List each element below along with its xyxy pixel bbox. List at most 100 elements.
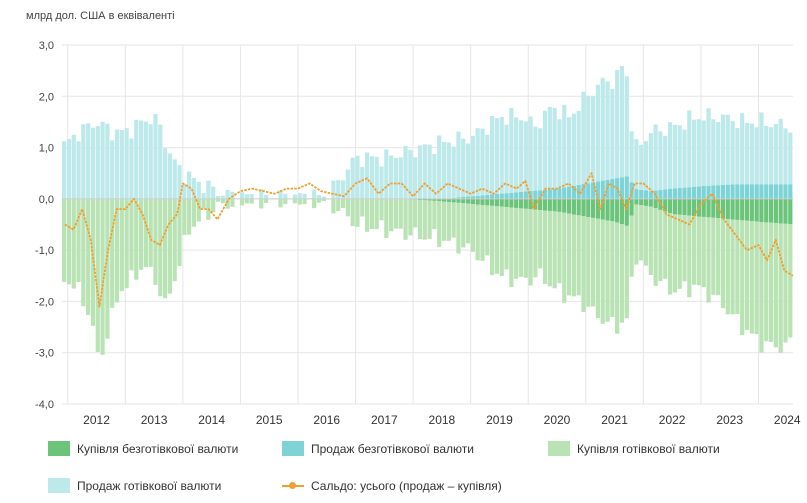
bar-sell-cash	[369, 156, 374, 199]
legend-label: Купівля безготівкової валюти	[77, 441, 239, 456]
bar-sell-cash	[557, 119, 562, 189]
bar-sell-cash	[244, 194, 249, 199]
legend-buy-cashless[interactable]: Купівля безготівкової валюти	[48, 441, 238, 456]
bar-buy-cash	[504, 207, 509, 270]
bar-sell-cash	[687, 110, 692, 188]
bar-sell-cash	[475, 128, 480, 196]
bar-buy-cashless	[509, 198, 514, 208]
bar-sell-cash	[153, 114, 158, 199]
bar-buy-cashless	[730, 198, 735, 220]
bar-buy-cash	[465, 203, 471, 244]
bar-buy-cashless	[682, 198, 687, 216]
bar-sell-cash	[114, 129, 120, 199]
y-tick-label: -3,0	[35, 348, 54, 360]
bar-sell-cash	[639, 144, 644, 190]
bar-buy-cashless	[749, 198, 754, 222]
bar-sell-cash	[389, 155, 394, 199]
bar-sell-cash	[706, 108, 711, 186]
bar-buy-cash	[143, 198, 148, 268]
bar-buy-cash	[610, 221, 615, 317]
bar-sell-cash	[566, 117, 572, 187]
bar-sell-cash	[485, 134, 490, 195]
bar-buy-cash	[639, 205, 644, 261]
bar-buy-cashless	[692, 198, 697, 217]
bar-buy-cash	[509, 207, 514, 288]
bar-sell-cash	[201, 193, 206, 199]
bar-buy-cashless	[653, 198, 658, 209]
bar-buy-cash	[682, 215, 687, 282]
bar-buy-cashless	[744, 198, 750, 221]
bar-sell-cashless	[634, 189, 639, 199]
bar-sell-cash	[71, 134, 76, 199]
bar-buy-cash	[384, 198, 389, 238]
bar-sell-cash	[480, 128, 485, 196]
bar-sell-cash	[591, 96, 596, 183]
bar-buy-cash	[711, 217, 716, 295]
bar-buy-cash	[162, 198, 168, 299]
bar-sell-cash	[263, 194, 269, 199]
bar-sell-cash	[134, 119, 139, 199]
bar-sell-cash	[336, 180, 341, 199]
x-tick-label: 2019	[486, 413, 513, 427]
bar-buy-cashless	[533, 198, 538, 210]
bar-buy-cashless	[518, 198, 524, 209]
bar-buy-cash	[196, 198, 201, 222]
bar-buy-cash	[667, 213, 673, 295]
bar-sell-cash	[119, 130, 124, 199]
bar-sell-cashless	[740, 184, 745, 199]
x-tick-label: 2014	[198, 413, 225, 427]
bar-buy-cash	[634, 204, 639, 265]
bar-buy-cashless	[499, 198, 504, 207]
bar-sell-cash	[783, 128, 788, 185]
bar-buy-cash	[393, 198, 399, 229]
bar-buy-cash	[542, 210, 548, 285]
bar-buy-cashless	[581, 198, 586, 217]
bar-sell-cashless	[773, 184, 778, 199]
x-tick-label: 2020	[544, 413, 571, 427]
bar-buy-cash	[283, 198, 288, 204]
legend-sell-cashless[interactable]: Продаж безготівкової валюти	[282, 441, 474, 456]
bar-buy-cash	[499, 206, 504, 276]
bar-sell-cashless	[456, 197, 461, 199]
bar-sell-cash	[744, 122, 750, 185]
bar-sell-cash	[619, 66, 625, 178]
bar-buy-cash	[432, 200, 437, 230]
bar-buy-cash	[764, 222, 769, 342]
bar-buy-cash	[95, 198, 100, 352]
bar-buy-cash	[605, 220, 610, 322]
bar-buy-cash	[124, 198, 129, 289]
bar-sell-cash	[283, 193, 288, 199]
bar-sell-cash	[138, 120, 144, 199]
bar-sell-cash	[331, 180, 336, 199]
x-tick-label: 2018	[429, 413, 456, 427]
bar-buy-cash	[413, 199, 418, 228]
bar-sell-cashless	[485, 194, 490, 199]
bar-buy-cash	[586, 217, 591, 307]
bar-buy-cashless	[643, 198, 649, 206]
bar-buy-cashless	[552, 198, 557, 212]
bar-buy-cashless	[485, 198, 490, 206]
bar-buy-cash	[461, 203, 466, 248]
x-tick-label: 2015	[256, 413, 283, 427]
bar-buy-cashless	[788, 198, 793, 225]
legend-label: Продаж готівкової валюти	[77, 478, 222, 493]
bar-buy-cash	[345, 198, 350, 217]
bar-buy-cash	[105, 198, 110, 339]
bar-buy-cash	[494, 206, 500, 274]
legend-balance[interactable]: Сальдо: усього (продаж – купівля)	[282, 478, 502, 493]
bar-buy-cash	[408, 199, 413, 236]
bar-buy-cash	[201, 198, 206, 209]
bar-buy-cash	[86, 198, 91, 315]
bar-sell-cash	[124, 127, 129, 199]
legend-buy-cash[interactable]: Купівля готівкової валюти	[548, 441, 720, 456]
bar-sell-cash	[302, 193, 307, 199]
bar-buy-cash	[389, 198, 394, 232]
bar-buy-cash	[754, 221, 759, 334]
bar-buy-cash	[134, 198, 139, 280]
bar-buy-cash	[398, 198, 403, 229]
bar-sell-cash	[249, 194, 254, 199]
bar-sell-cash	[740, 113, 745, 185]
legend-sell-cash[interactable]: Продаж готівкової валюти	[48, 478, 221, 493]
bar-buy-cash	[740, 220, 745, 336]
bar-sell-cashless	[490, 194, 495, 199]
